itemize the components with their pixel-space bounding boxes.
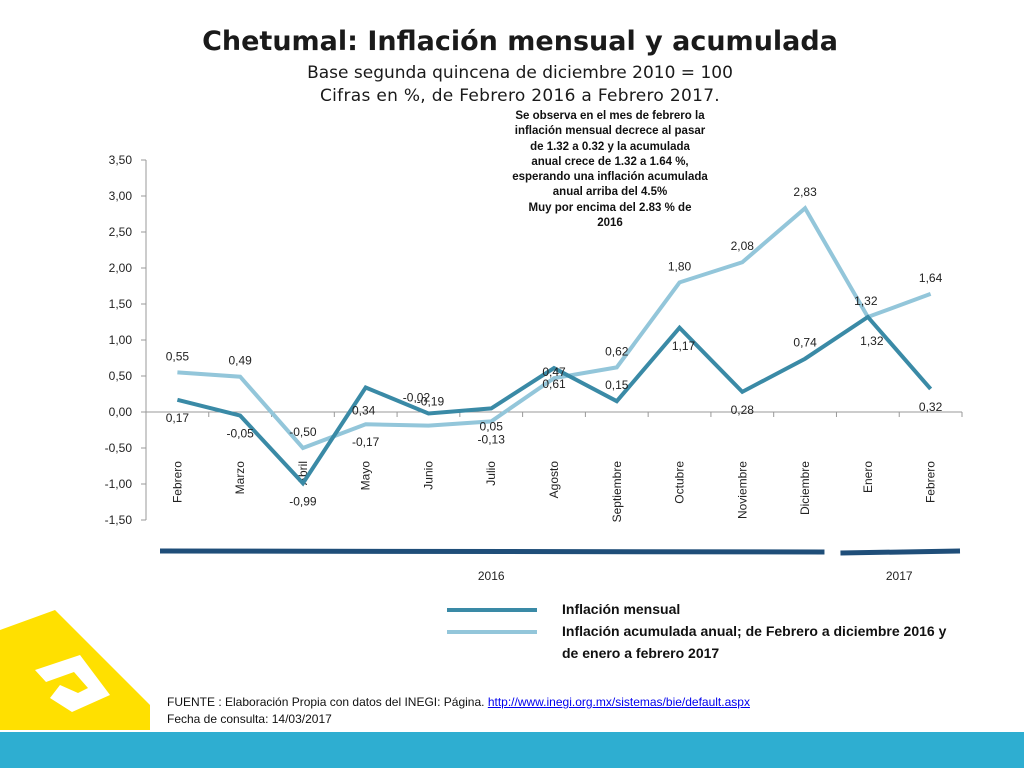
y-tick-label: 1,00 [109, 333, 133, 347]
legend-label-acumulada: Inflación acumulada anual; de Febrero a … [562, 623, 947, 661]
x-tick-label: Febrero [924, 461, 938, 503]
x-tick-label: Febrero [170, 461, 184, 503]
data-label-acumulada: 0,62 [605, 344, 629, 358]
data-label-mensual: 0,17 [166, 411, 190, 425]
y-tick-label: -1,00 [105, 477, 133, 491]
data-label-acumulada: 0,55 [166, 349, 190, 363]
year-group-label: 2017 [886, 569, 913, 583]
data-label-acumulada: 1,80 [668, 259, 692, 273]
footer-band [0, 732, 1024, 768]
chart-title: Chetumal: Inflación mensual y acumulada [202, 26, 838, 57]
x-tick-label: Agosto [547, 461, 561, 499]
x-tick-label: Junio [421, 461, 435, 490]
y-tick-label: 3,00 [109, 189, 133, 203]
data-label-mensual: 1,32 [854, 294, 878, 308]
y-tick-label: -1,50 [105, 513, 133, 527]
x-tick-label: Diciembre [798, 461, 812, 515]
source-link[interactable]: http://www.inegi.org.mx/sistemas/bie/def… [487, 695, 750, 709]
y-tick-label: 1,50 [109, 297, 133, 311]
x-tick-label: Septiembre [610, 461, 624, 523]
year-group-bar [840, 548, 961, 556]
y-tick-label: 0,00 [109, 405, 133, 419]
data-label-acumulada: 2,83 [793, 185, 817, 199]
legend-swatch-acumulada [447, 630, 537, 634]
year-group-bar [159, 548, 825, 555]
line-chart: 3,50 3,00 2,50 2,00 1,50 1,00 0,50 0,00 -0,50 -1,… [105, 153, 963, 583]
x-tick-label: Noviembre [735, 461, 749, 519]
data-label-acumulada: 0,49 [228, 354, 252, 368]
x-tick-label: Julio [484, 461, 498, 486]
data-label-acumulada: 0,47 [542, 365, 566, 379]
source-date: Fecha de consulta: 14/03/2017 [167, 712, 332, 726]
y-tick-label: 2,50 [109, 225, 133, 239]
source-note: FUENTE : Elaboración Propia con datos de… [167, 694, 750, 728]
year-group-label: 2016 [478, 569, 505, 583]
data-label-mensual: -0,02 [403, 390, 431, 404]
data-label-acumulada: 1,64 [919, 271, 943, 285]
x-tick-label: Enero [861, 461, 875, 493]
y-tick-label: 2,00 [109, 261, 133, 275]
data-label-mensual: -0,99 [289, 494, 317, 508]
data-label-mensual: 0,74 [793, 336, 817, 350]
series-line-mensual [176, 314, 933, 487]
legend-swatch-mensual [447, 608, 537, 612]
chart-subtitle-base: Base segunda quincena de diciembre 2010 … [307, 63, 733, 83]
y-tick-label: -0,50 [105, 441, 133, 455]
logo-inner-mark [35, 655, 110, 712]
chart-subtitle-range: Cifras en %, de Febrero 2016 a Febrero 2… [319, 86, 721, 106]
legend-label-mensual: Inflación mensual [562, 601, 681, 617]
x-tick-label: Mayo [359, 461, 373, 491]
data-label-mensual: 0,15 [605, 378, 629, 392]
data-label-mensual: 0,32 [919, 400, 943, 414]
source-line: FUENTE : Elaboración Propia con datos de… [167, 694, 750, 711]
data-label-acumulada: -0,19 [417, 395, 445, 409]
x-tick-label: Marzo [233, 461, 247, 495]
data-label-acumulada: 1,32 [860, 334, 884, 348]
data-label-acumulada: 2,08 [731, 239, 755, 253]
chart-annotation: Se observa en el mes de febrero la infla… [512, 110, 708, 230]
data-label-mensual: 1,17 [672, 339, 696, 353]
data-label-acumulada: -0,50 [289, 425, 317, 439]
source-prefix: FUENTE : Elaboración Propia con datos de… [167, 695, 488, 709]
data-label-mensual: 0,61 [542, 377, 566, 391]
data-label-mensual: 0,34 [352, 404, 376, 418]
series-line-acumulada [177, 205, 932, 451]
data-label-acumulada: -0,13 [478, 432, 506, 446]
y-tick-label: 3,50 [109, 153, 133, 167]
y-tick-label: 0,50 [109, 369, 133, 383]
data-label-mensual: -0,05 [226, 427, 254, 441]
data-label-acumulada: -0,17 [352, 435, 380, 449]
x-tick-label: Octubre [673, 461, 687, 504]
brand-logo [0, 610, 150, 730]
data-label-mensual: 0,28 [731, 403, 755, 417]
data-label-mensual: 0,05 [480, 419, 504, 433]
